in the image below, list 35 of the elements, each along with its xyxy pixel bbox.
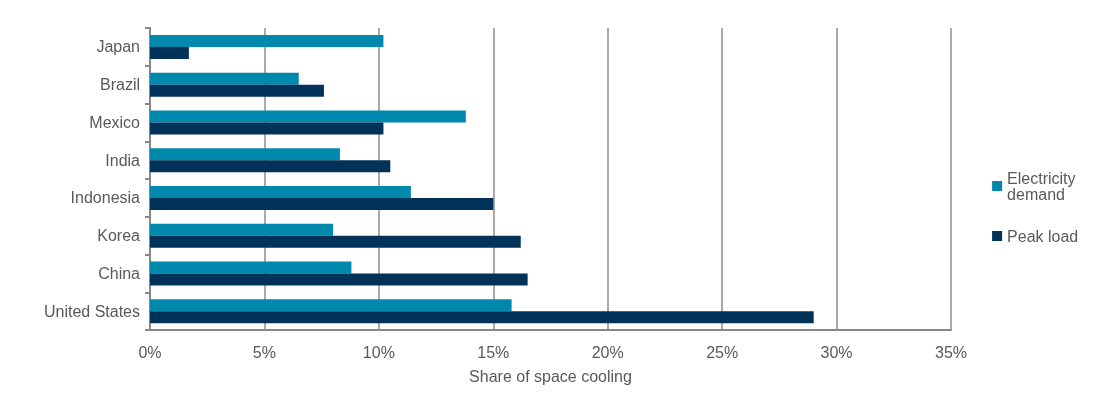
bar	[150, 223, 334, 236]
y-tick-label: India	[105, 151, 141, 169]
y-tick-label: Mexico	[89, 113, 141, 131]
y-tick-label: China	[98, 264, 141, 282]
x-tick-label: 5%	[252, 343, 276, 361]
bar	[150, 185, 411, 198]
y-tick-label: United States	[43, 302, 140, 320]
bar	[150, 110, 466, 123]
x-tick-label: 35%	[934, 343, 968, 361]
bar	[150, 261, 352, 274]
bar	[150, 273, 528, 286]
bar	[150, 311, 814, 324]
bar	[150, 122, 384, 135]
y-tick-label: Brazil	[99, 76, 140, 94]
bar	[150, 148, 340, 161]
x-tick-label: 20%	[591, 343, 624, 361]
bar	[150, 34, 384, 47]
legend-label: Peak load	[1007, 227, 1079, 245]
bar	[150, 299, 512, 312]
bar	[150, 46, 189, 59]
x-tick-label: 10%	[362, 343, 395, 361]
x-tick-label: 25%	[706, 343, 739, 361]
bar	[150, 197, 494, 210]
x-axis-title: Share of space cooling	[469, 367, 632, 385]
y-tick-label: Japan	[96, 38, 140, 56]
bar	[150, 84, 324, 97]
bar	[150, 160, 391, 173]
bar	[150, 72, 299, 85]
x-tick-label: 30%	[820, 343, 853, 361]
x-tick-label: 15%	[477, 343, 510, 361]
x-tick-label: 0%	[138, 343, 162, 361]
y-tick-label: Korea	[97, 227, 141, 245]
bar	[150, 235, 521, 248]
y-tick-label: Indonesia	[70, 189, 141, 207]
legend-label: Electricity demand	[1007, 169, 1081, 203]
